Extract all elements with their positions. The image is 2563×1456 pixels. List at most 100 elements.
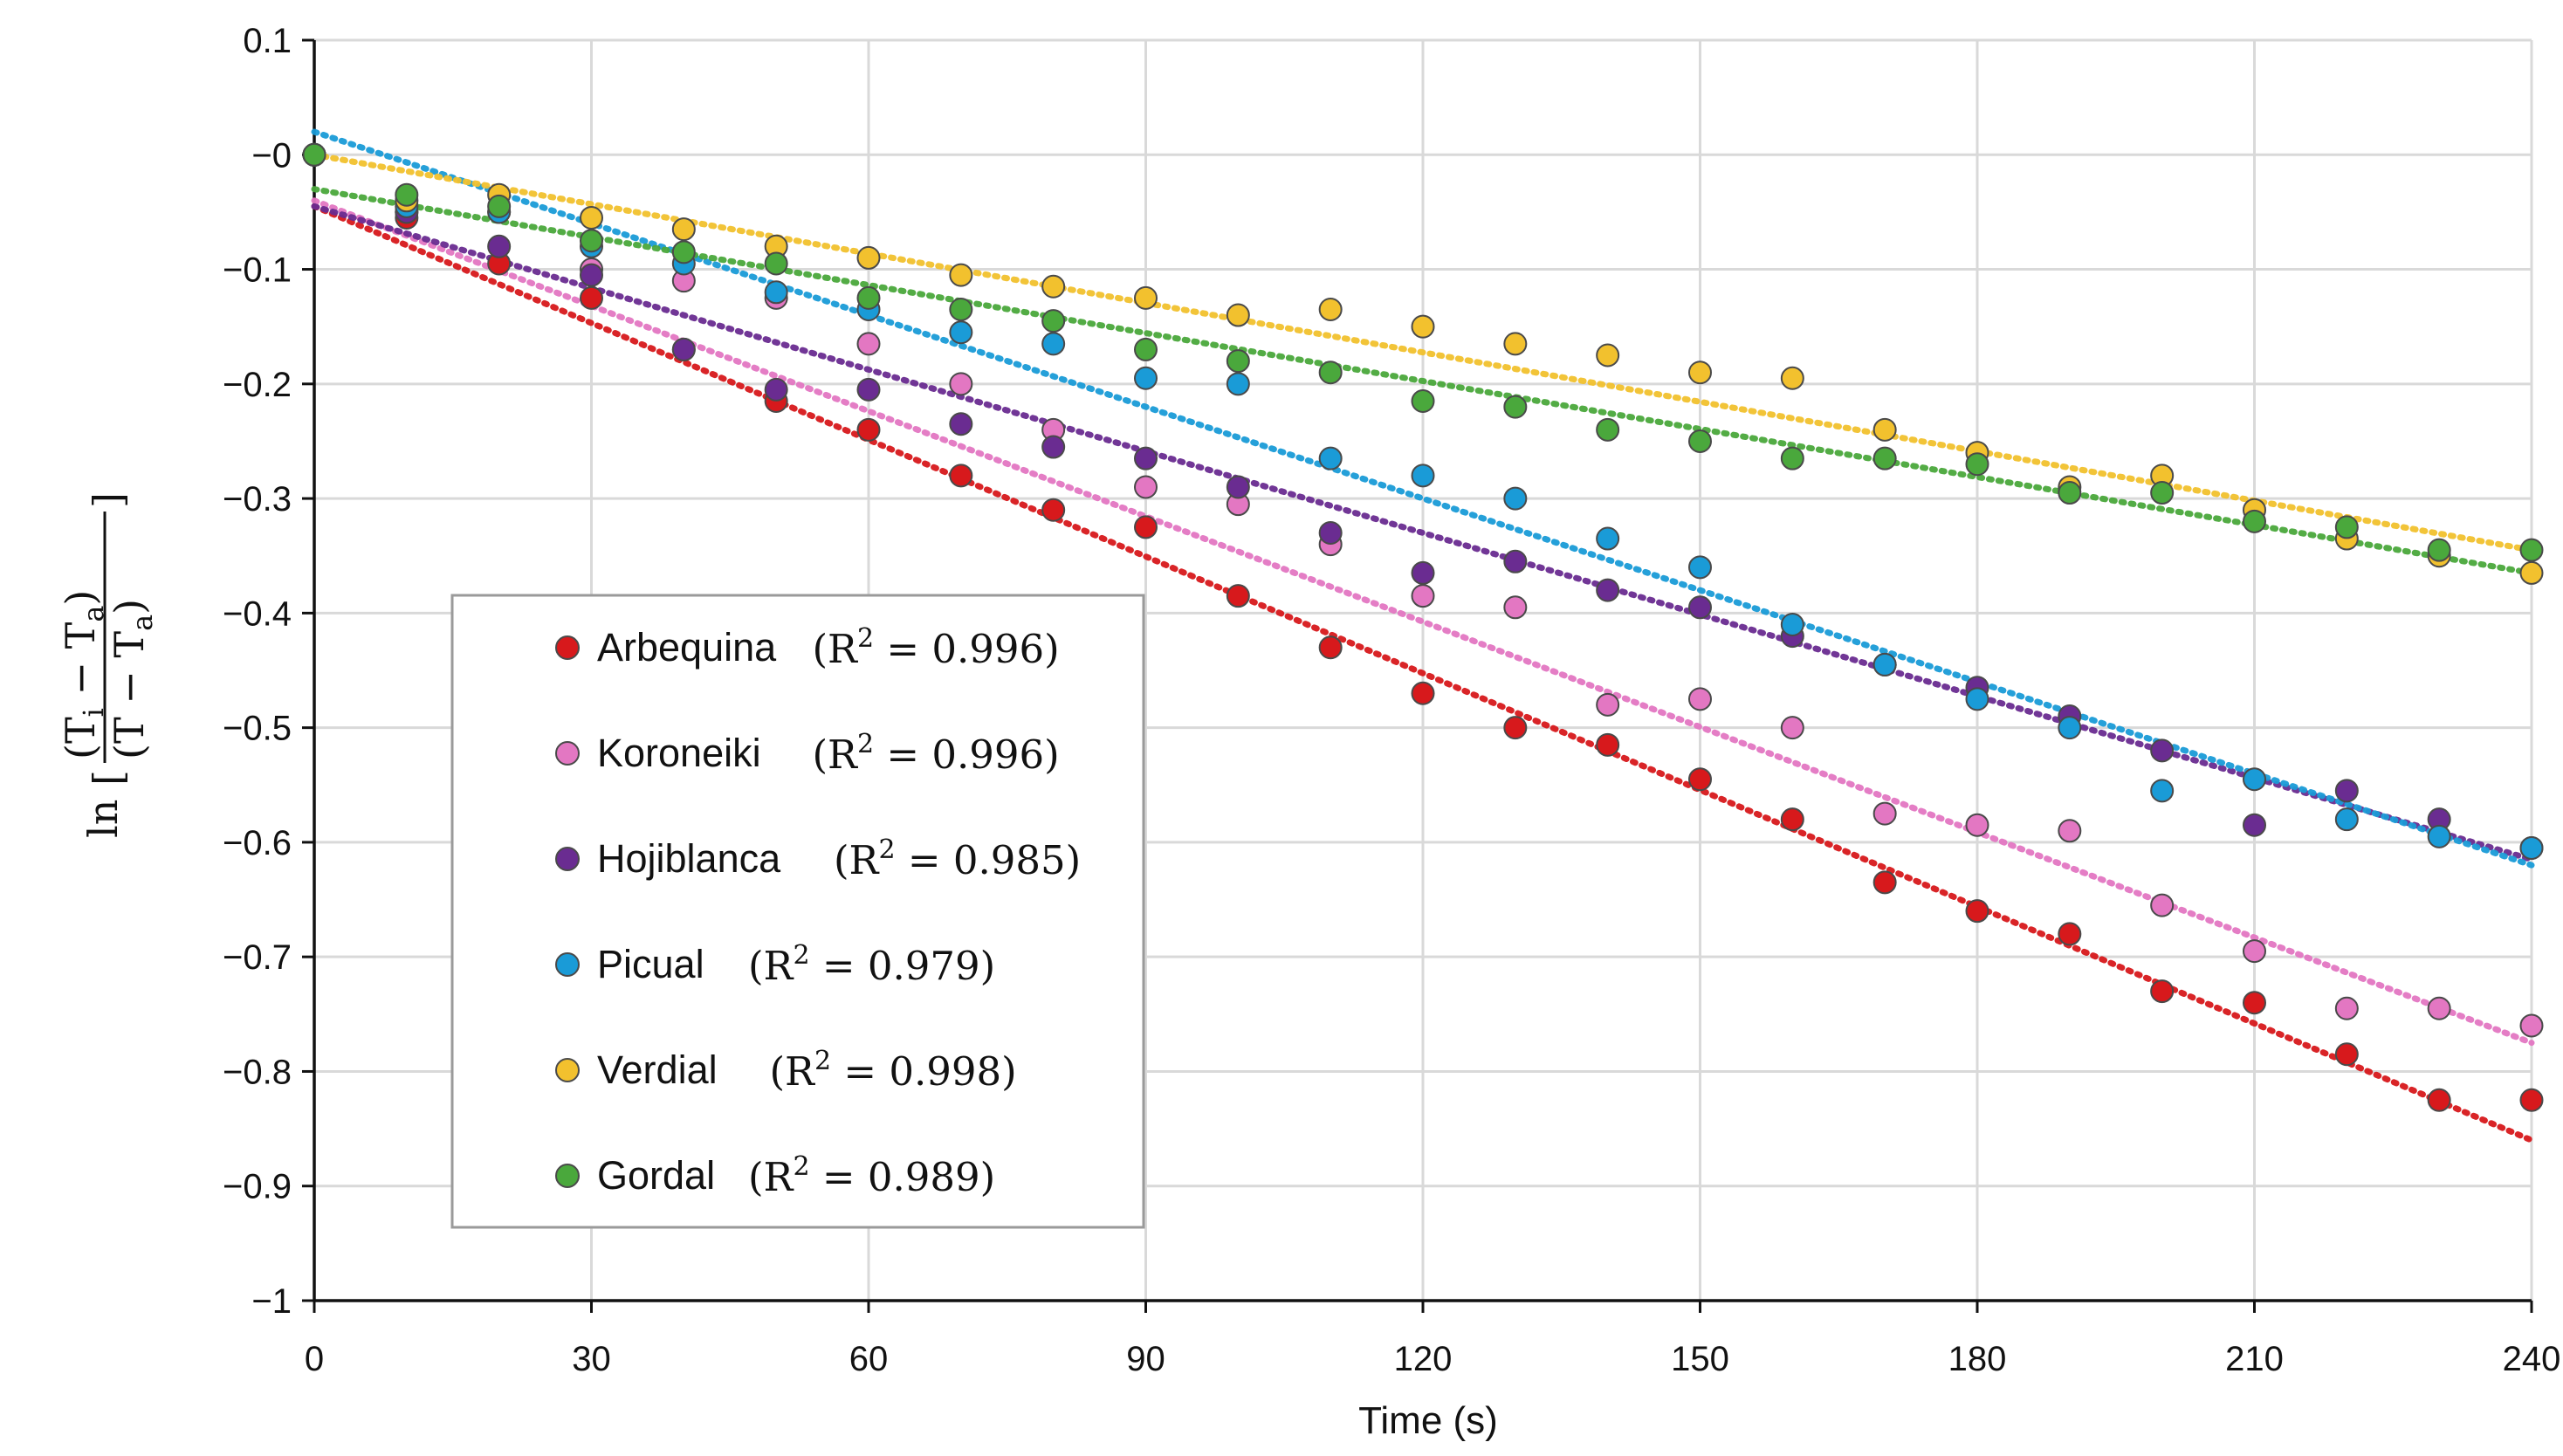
legend-label-arbequina: Arbequina [597,625,777,670]
point-picual [2427,824,2451,848]
point-verdial [1226,303,1250,327]
legend-marker-picual [555,952,580,977]
x-tick-label: 180 [1948,1340,2007,1378]
legend-marker-hojiblanca [555,847,580,871]
x-axis-label: Time (s) [1358,1399,1498,1442]
x-tick-label: 30 [572,1340,611,1378]
point-gordal [1965,452,1989,477]
legend-label-hojiblanca: Hojiblanca [597,836,781,881]
point-koroneiki [2427,996,2451,1020]
point-gordal [671,240,696,264]
point-koroneiki [2243,939,2266,964]
legend-label-gordal: Gordal [597,1153,715,1198]
point-arbequina [1318,635,1343,660]
point-gordal [1041,309,1066,333]
point-gordal [949,297,973,321]
point-picual [1872,652,1897,676]
x-tick-label: 60 [849,1340,889,1378]
point-hojiblanca [1134,446,1158,470]
point-arbequina [1503,716,1528,740]
x-tick-label: 150 [1671,1340,1729,1378]
point-picual [1596,526,1620,551]
point-hojiblanca [1411,560,1435,585]
legend-box [450,594,1145,1229]
x-tick-label: 210 [2225,1340,2284,1378]
point-picual [1226,372,1250,396]
point-picual [2334,807,2359,832]
point-gordal [1596,417,1620,442]
point-picual [2519,835,2544,860]
point-gordal [1503,395,1528,419]
point-koroneiki [2058,819,2082,843]
point-koroneiki [1503,595,1528,620]
legend-r2-arbequina: (R2 = 0.996) [813,623,1060,672]
y-tick-label: −0.2 [223,366,292,404]
x-tick-label: 0 [305,1340,324,1378]
y-axis-label: ln [ (Ti − Ta) (T − Ta) ] [57,492,159,838]
point-arbequina [2243,991,2266,1015]
point-arbequina [1965,899,1989,924]
y-tick-label: −1 [251,1282,292,1321]
y-tick-label: −0.1 [223,251,292,290]
point-verdial [1411,314,1435,339]
x-tick-label: 240 [2503,1340,2561,1378]
x-tick-label: 90 [1126,1340,1165,1378]
point-verdial [1503,332,1528,356]
point-arbequina [1780,807,1804,832]
legend-r2-verdial: (R2 = 0.998) [770,1046,1017,1095]
y-tick-label: −0.5 [223,710,292,748]
point-verdial [671,217,696,242]
point-arbequina [1134,515,1158,539]
y-tick-label: −0.3 [223,480,292,519]
y-label-numerator: (Ti − Ta) [57,590,110,759]
point-verdial [2519,560,2544,585]
legend-r2-hojiblanca: (R2 = 0.985) [834,834,1081,883]
y-label-denominator: (T − Ta) [106,599,159,759]
point-picual [1134,366,1158,390]
point-hojiblanca [580,263,603,287]
point-hojiblanca [1503,549,1528,573]
legend: Arbequina (R2 = 0.996) Koroneiki (R2 = 0.99… [450,594,1145,1229]
x-tick-label: 120 [1394,1340,1453,1378]
point-gordal [856,285,881,310]
point-gordal [1318,361,1343,385]
legend-r2-gordal: (R2 = 0.989) [748,1151,995,1200]
point-picual [1411,464,1435,488]
point-gordal [1134,337,1158,361]
legend-marker-arbequina [555,635,580,660]
point-gordal [302,142,326,167]
point-arbequina [2334,1042,2359,1067]
point-picual [949,320,973,345]
point-arbequina [1596,732,1620,757]
y-tick-label: −0.6 [223,824,292,862]
point-hojiblanca [2243,813,2266,837]
point-koroneiki [949,372,973,396]
point-hojiblanca [2150,738,2175,763]
point-verdial [1780,366,1804,390]
point-gordal [487,194,512,218]
point-arbequina [1041,498,1066,522]
point-gordal [1872,446,1897,470]
data-points [302,142,2544,1112]
point-arbequina [2519,1088,2544,1112]
legend-marker-gordal [555,1164,580,1188]
point-picual [764,280,788,305]
point-arbequina [2427,1088,2451,1112]
point-verdial [1688,361,1712,385]
point-hojiblanca [1596,578,1620,602]
legend-r2-picual: (R2 = 0.979) [748,940,995,989]
point-picual [2150,779,2175,803]
point-hojiblanca [2334,779,2359,803]
point-arbequina [1872,870,1897,895]
point-koroneiki [1965,813,1989,837]
y-label-ln: ln [79,800,127,838]
point-verdial [949,263,973,287]
y-tick-label: −0 [251,136,292,175]
point-picual [1503,486,1528,511]
legend-marker-verdial [555,1058,580,1082]
point-gordal [2243,509,2266,533]
point-gordal [2058,481,2082,505]
point-gordal [2334,515,2359,539]
point-arbequina [1688,767,1712,792]
